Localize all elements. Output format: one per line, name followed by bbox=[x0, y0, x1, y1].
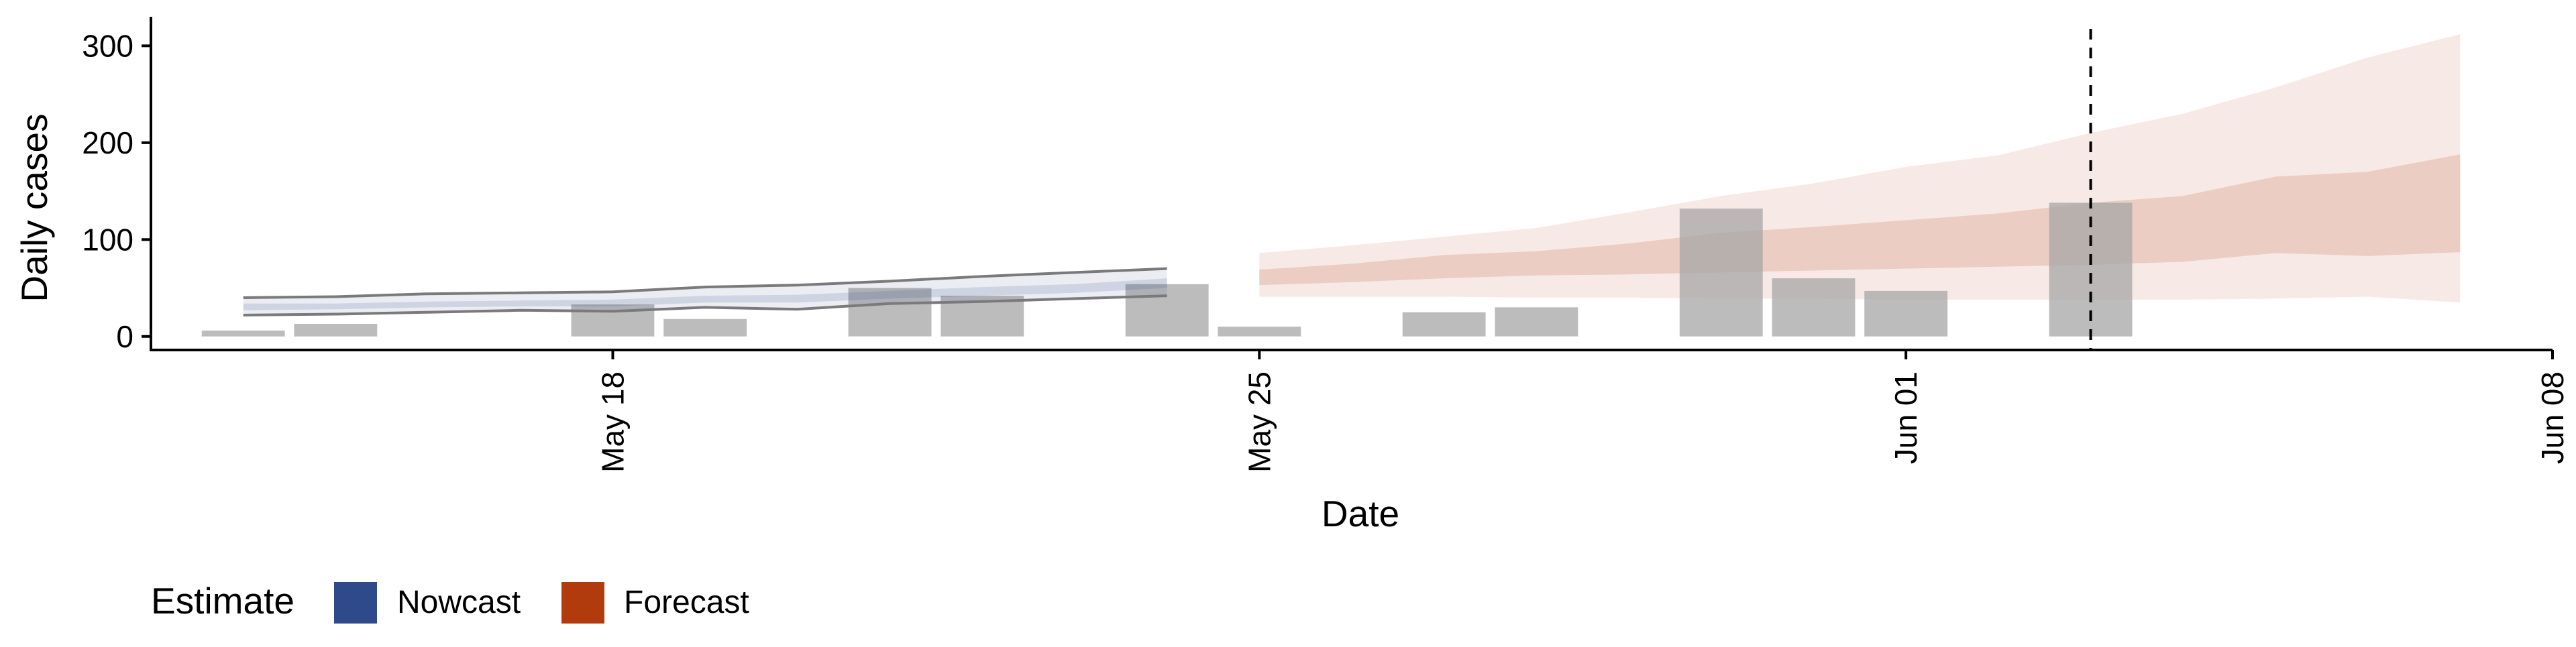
tick-labels: 0 100 200 300 May 18 May 25 Jun 01 Jun 08 bbox=[82, 28, 2570, 473]
legend-label-nowcast: Nowcast bbox=[397, 585, 521, 620]
y-tick-label: 100 bbox=[82, 222, 133, 257]
case-bar bbox=[1218, 327, 1301, 337]
legend: Estimate Nowcast Forecast bbox=[151, 580, 749, 624]
legend-swatch-forecast bbox=[561, 582, 604, 624]
x-axis-title: Date bbox=[1322, 493, 1399, 534]
case-bar bbox=[1495, 307, 1578, 337]
y-tick-label: 200 bbox=[82, 125, 133, 160]
legend-title: Estimate bbox=[151, 580, 294, 622]
nowcast-outer-band bbox=[243, 268, 1167, 315]
case-bar bbox=[1864, 290, 1948, 337]
axes bbox=[142, 17, 2554, 359]
nowcast-upper-line bbox=[243, 267, 1167, 299]
case-bar bbox=[1772, 278, 1856, 337]
legend-swatch-nowcast bbox=[334, 582, 377, 624]
y-tick-label: 300 bbox=[82, 28, 133, 63]
x-tick-label: Jun 01 bbox=[1888, 371, 1923, 464]
x-tick-label: May 18 bbox=[595, 371, 630, 473]
forecast-outer-band bbox=[1259, 34, 2461, 303]
x-tick-label: Jun 08 bbox=[2535, 371, 2570, 464]
y-axis-title: Daily cases bbox=[13, 113, 55, 302]
forecast-bands bbox=[1259, 34, 2461, 303]
forecast-inner-band bbox=[1259, 154, 2461, 286]
case-bar bbox=[663, 318, 747, 337]
case-bar bbox=[201, 331, 285, 337]
case-bar bbox=[1402, 312, 1486, 337]
nowcast-inner-band bbox=[243, 278, 1167, 310]
case-bar bbox=[1679, 209, 1763, 337]
case-bar bbox=[848, 288, 932, 337]
x-tick-label: May 25 bbox=[1242, 371, 1277, 473]
nowcast-bands bbox=[243, 267, 1167, 316]
nowcast-lower-line bbox=[243, 294, 1167, 316]
case-bar bbox=[294, 324, 378, 337]
y-tick-label: 0 bbox=[116, 319, 133, 354]
case-bar bbox=[1125, 284, 1209, 337]
legend-label-forecast: Forecast bbox=[624, 585, 749, 620]
